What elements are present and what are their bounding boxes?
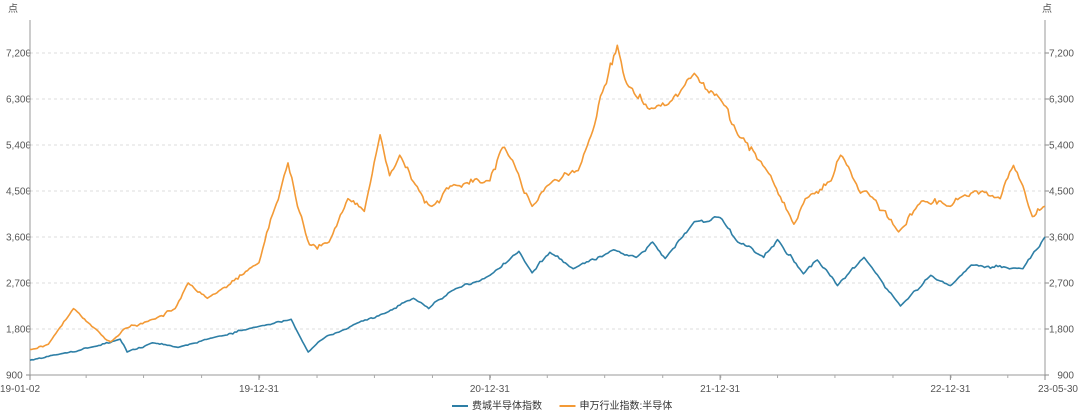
series-layer (29, 44, 1046, 361)
x-tick-label: 23-05-30 (1038, 384, 1078, 395)
y-tick-label: 2,700 (6, 279, 31, 290)
y-tick-label: 6,300 (6, 95, 31, 106)
y-tick-label: 5,400 (1049, 141, 1074, 152)
y-tick-label: 1,800 (1049, 325, 1074, 336)
x-tick-label: 19-12-31 (239, 384, 279, 395)
series-line-0 (29, 216, 1046, 361)
y-tick-label: 4,500 (6, 187, 31, 198)
legend-label-0: 费城半导体指数 (472, 399, 542, 412)
x-tick-label: 20-12-31 (470, 384, 510, 395)
x-axis: 19-01-02 19-12-31 20-12-31 21-12-31 22-12-31… (0, 374, 1078, 395)
y-axis-right: 900 1,800 2,700 3,600 4,500 5,400 6,300 7,200 (1044, 20, 1074, 382)
y-tick-label: 5,400 (6, 141, 31, 152)
y-tick-label: 6,300 (1049, 95, 1074, 106)
y-tick-label: 7,200 (6, 49, 31, 60)
y-unit-label-right: 点 (1042, 3, 1052, 15)
y-unit-label-left: 点 (8, 3, 18, 15)
x-tick-label: 19-01-02 (0, 384, 40, 395)
x-tick-label: 22-12-31 (930, 384, 970, 395)
series-line-1 (30, 44, 1046, 351)
y-axis-left: 900 1,800 2,700 3,600 4,500 5,400 6,300 7,200 (6, 20, 31, 382)
x-tick-label: 21-12-31 (700, 384, 740, 395)
y-tick-label: 1,800 (6, 325, 31, 336)
y-tick-label: 2,700 (1049, 279, 1074, 290)
y-tick-label: 3,600 (1049, 233, 1074, 244)
y-tick-label: 900 (1057, 371, 1074, 382)
y-tick-label: 900 (6, 371, 23, 382)
legend: 费城半导体指数 申万行业指数:半导体 (452, 399, 672, 412)
y-tick-label: 4,500 (1049, 187, 1074, 198)
legend-label-1: 申万行业指数:半导体 (580, 399, 673, 412)
y-tick-label: 7,200 (1049, 49, 1074, 60)
grid (30, 52, 1045, 330)
y-tick-label: 3,600 (6, 233, 31, 244)
